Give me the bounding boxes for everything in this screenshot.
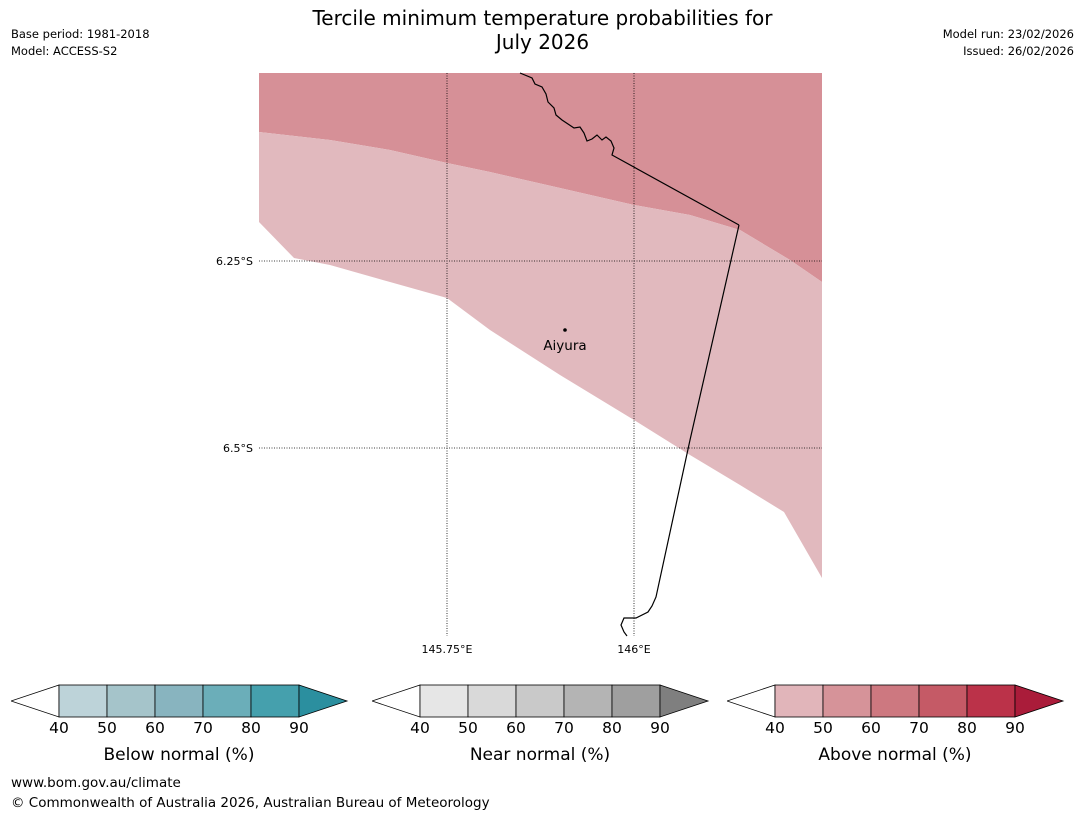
colorbar-over-triangle: [659, 684, 710, 718]
map: Aiyura 6.25°S 6.5°S 145.75°E 146°E: [216, 72, 822, 656]
colorbar-under-triangle: [727, 684, 776, 718]
colorbar-segment: [154, 684, 204, 718]
colorbar-tick-label: 70: [554, 719, 574, 737]
coastline: [519, 72, 740, 637]
colorbar-tick-label: 50: [97, 719, 117, 737]
lon-label-146: 146°E: [617, 643, 650, 656]
colorbar-tick-label: 50: [813, 719, 833, 737]
border-line: [620, 224, 740, 637]
colorbar-segment: [419, 684, 469, 718]
colorbar-over-triangle: [1014, 684, 1065, 718]
footer-copyright: © Commonwealth of Australia 2026, Austra…: [11, 795, 490, 811]
zone-above-40-50: [259, 132, 822, 578]
place-aiyura: Aiyura: [543, 328, 587, 354]
colorbar-below: [11, 684, 349, 718]
page-title: Tercile minimum temperature probabilitie…: [0, 6, 1085, 54]
lat-label-6.5: 6.5°S: [223, 442, 253, 455]
metadata-left: Base period: 1981-2018 Model: ACCESS-S2: [11, 26, 150, 60]
title-line-2: July 2026: [495, 30, 590, 54]
colorbar-tick-label: 60: [506, 719, 526, 737]
colorbar-above: [727, 684, 1065, 718]
colorbar-label-above: Above normal (%): [818, 745, 972, 765]
colorbar-tick-label: 70: [193, 719, 213, 737]
colorbar-over-triangle: [298, 684, 349, 718]
colorbar-label-near: Near normal (%): [469, 745, 611, 765]
colorbar-under-triangle: [11, 684, 60, 718]
colorbar-segment: [774, 684, 824, 718]
model-run: Model run: 23/02/2026: [942, 27, 1074, 41]
place-label: Aiyura: [543, 338, 586, 354]
title-line-1: Tercile minimum temperature probabilitie…: [312, 6, 773, 30]
colorbar-tick-label: 60: [861, 719, 881, 737]
colorbar-tick-label: 80: [957, 719, 977, 737]
base-period: Base period: 1981-2018: [11, 27, 150, 41]
colorbar-tick-label: 50: [458, 719, 478, 737]
colorbar-tick-label: 90: [289, 719, 309, 737]
colorbar-segment: [870, 684, 920, 718]
colorbar-segment: [611, 684, 661, 718]
colorbar-label-below: Below normal (%): [103, 745, 255, 765]
colorbar-segment: [202, 684, 252, 718]
colorbar-segment: [58, 684, 108, 718]
model-name: Model: ACCESS-S2: [11, 44, 118, 58]
metadata-right: Model run: 23/02/2026 Issued: 26/02/2026: [943, 26, 1074, 60]
map-frame: [259, 73, 822, 636]
colorbar-segment: [822, 684, 872, 718]
lat-label-6.25: 6.25°S: [216, 255, 253, 268]
colorbar-segment: [966, 684, 1016, 718]
colorbar-near: [372, 684, 710, 718]
colorbar-tick-label: 80: [241, 719, 261, 737]
colorbar-segment: [250, 684, 300, 718]
zone-above-50-60: [259, 73, 822, 282]
colorbar-tick-label: 80: [602, 719, 622, 737]
place-marker-icon: [563, 328, 567, 332]
colorbar-segment: [563, 684, 613, 718]
colorbar-tick-label: 40: [49, 719, 69, 737]
issued-date: Issued: 26/02/2026: [963, 44, 1074, 58]
axis-labels: 6.25°S 6.5°S 145.75°E 146°E: [216, 255, 651, 656]
colorbar-tick-label: 40: [765, 719, 785, 737]
colorbar-tick-label: 60: [145, 719, 165, 737]
colorbar-tick-label: 90: [650, 719, 670, 737]
colorbar-under-triangle: [372, 684, 421, 718]
lon-label-145.75: 145.75°E: [422, 643, 473, 656]
colorbar-tick-label: 40: [410, 719, 430, 737]
north-coast-line: [519, 72, 740, 226]
colorbar-segment: [106, 684, 156, 718]
colorbar-tick-label: 90: [1005, 719, 1025, 737]
colorbar-segment: [515, 684, 565, 718]
colorbar-segment: [918, 684, 968, 718]
colorbar-tick-label: 70: [909, 719, 929, 737]
footer-url: www.bom.gov.au/climate: [11, 775, 181, 791]
colorbar-segment: [467, 684, 517, 718]
